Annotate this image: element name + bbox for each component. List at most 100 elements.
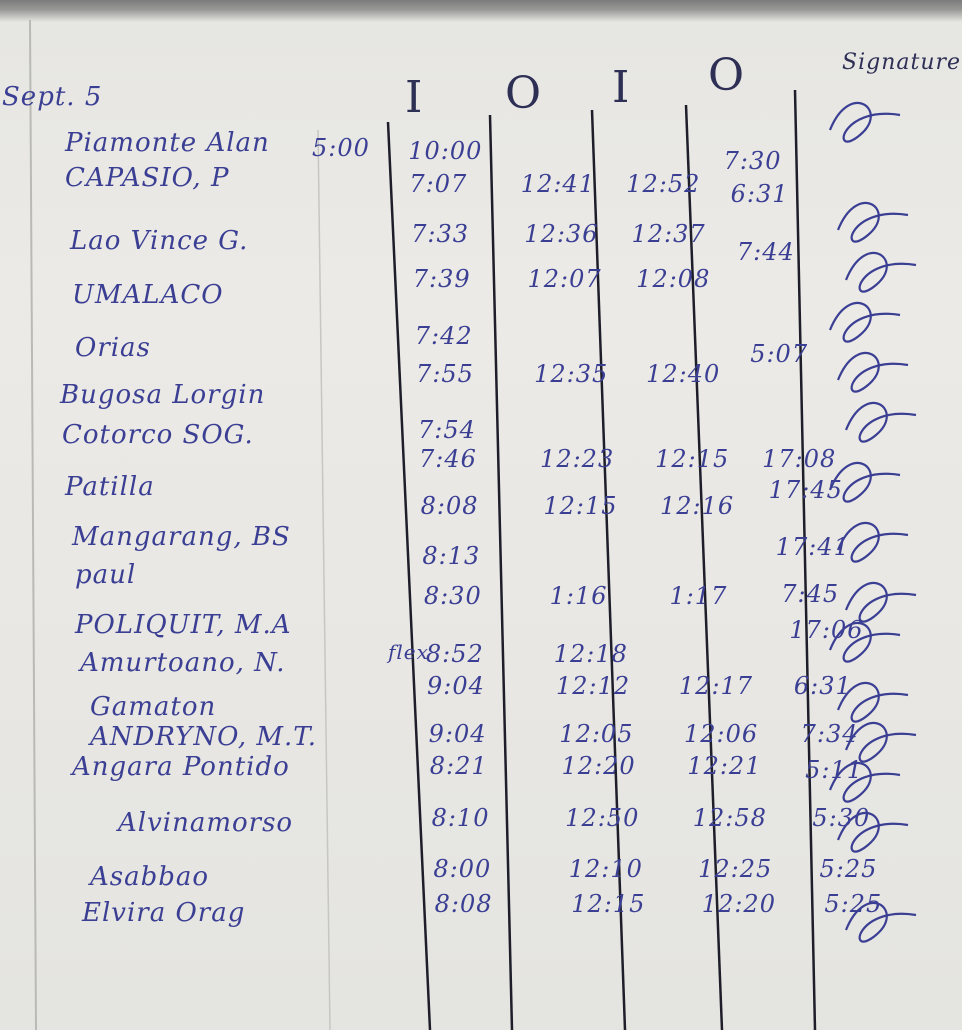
time-in1: 9:04 [428, 720, 487, 748]
note-early: 5:00 [312, 134, 370, 162]
time-out2: 7:30 [723, 147, 782, 175]
time-in1: 7:07 [409, 170, 468, 198]
column-rule [793, 89, 817, 1030]
time-in2: 1:17 [669, 582, 728, 610]
time-in2: 12:08 [636, 265, 711, 293]
signature-mark [828, 301, 901, 343]
column-rule [590, 109, 627, 1030]
signature-mark [836, 811, 909, 853]
header-time-out-1: O [505, 68, 543, 119]
time-in1: 7:39 [412, 265, 471, 293]
time-in2: 12:20 [701, 890, 776, 918]
signature-mark [828, 461, 901, 503]
attendee-name: POLIQUIT, M.A [75, 610, 292, 640]
time-out1: 12:23 [540, 445, 615, 473]
time-in1: 9:04 [426, 672, 485, 700]
time-in2: 12:52 [626, 170, 701, 198]
attendee-name: Piamonte Alan [65, 128, 270, 158]
time-out2: 5:11 [805, 756, 863, 784]
time-in1: 8:08 [420, 492, 479, 520]
attendee-name: paul [75, 560, 137, 590]
attendee-name: Asabbao [90, 862, 210, 892]
attendee-name: Alvinamorso [118, 808, 294, 838]
time-out2: 5:07 [750, 340, 809, 368]
time-in1: 7:46 [419, 445, 477, 473]
attendee-name: Elvira Orag [82, 898, 246, 928]
time-in2: 12:17 [678, 672, 754, 700]
header-time-in-2: I [612, 62, 631, 113]
attendee-name: ANDRYNO, M.T. [90, 722, 318, 752]
time-in1: 8:21 [429, 752, 488, 780]
time-out1: 12:05 [559, 720, 634, 748]
time-in1: 8:52 [425, 640, 484, 668]
time-out1: 1:16 [549, 582, 608, 610]
time-in1: 10:00 [408, 137, 483, 165]
time-out2: 7:44 [736, 238, 795, 266]
time-out2: 17:06 [789, 616, 864, 644]
time-in2: 12:40 [646, 360, 721, 388]
time-out1: 12:07 [527, 265, 602, 293]
time-out2: 5:25 [824, 890, 883, 918]
header-time-out-2: O [708, 50, 746, 101]
attendee-name: Patilla [65, 472, 155, 502]
header-signature: Signature [842, 50, 962, 75]
note-flex: flex [388, 640, 429, 664]
time-in2: 12:58 [692, 804, 767, 832]
column-rule [386, 121, 432, 1030]
time-in1: 7:55 [416, 360, 474, 388]
time-out1: 12:36 [524, 220, 599, 248]
attendee-name: Bugosa Lorgin [60, 380, 266, 410]
time-in1: 7:54 [418, 416, 476, 444]
attendee-name: Mangarang, BS [72, 522, 291, 552]
time-out1: 12:15 [571, 890, 646, 918]
time-in1: 8:00 [433, 855, 492, 883]
signature-mark [844, 251, 917, 293]
time-out1: 12:50 [565, 804, 640, 832]
time-out1: 12:35 [534, 360, 609, 388]
time-out2: 17:08 [762, 445, 837, 473]
signature-mark [828, 101, 901, 143]
time-out1: 12:41 [520, 170, 595, 198]
time-out2: 5:25 [819, 855, 878, 883]
time-in1: 8:13 [422, 542, 481, 570]
signature-mark [836, 521, 909, 563]
time-out2: 5:30 [812, 804, 871, 832]
time-in1: 7:33 [411, 220, 470, 248]
attendee-name: UMALACO [72, 280, 224, 310]
time-out1: 12:12 [555, 672, 631, 700]
time-out1: 12:10 [568, 855, 643, 883]
signature-mark [836, 351, 909, 393]
attendee-name: Orias [75, 333, 151, 363]
time-out1: 12:18 [553, 640, 628, 668]
header-time-in-1: I [405, 72, 424, 123]
signature-mark [844, 721, 917, 763]
time-out1: 12:15 [543, 492, 618, 520]
time-in2: 12:16 [660, 492, 735, 520]
signature-mark [828, 761, 901, 803]
attendee-name: Cotorco SOG. [62, 420, 254, 450]
margin-line [29, 19, 37, 1030]
time-out2: 17:41 [775, 533, 850, 561]
attendee-name: Amurtoano, N. [80, 648, 286, 678]
column-rule [488, 114, 514, 1030]
attendee-name: Gamaton [90, 692, 217, 722]
time-in2: 12:06 [683, 720, 759, 748]
time-out1: 12:20 [561, 752, 636, 780]
signature-mark [844, 401, 917, 443]
time-out2: 7:34 [800, 720, 859, 748]
time-out2: 6:31 [730, 180, 789, 208]
attendee-name: CAPASIO, P [65, 163, 230, 193]
faint-rule [317, 129, 331, 1030]
attendee-name: Lao Vince G. [70, 226, 249, 256]
signature-mark [836, 201, 909, 243]
signature-mark [844, 901, 917, 943]
time-in1: 7:42 [414, 322, 473, 350]
time-in2: 12:25 [698, 855, 773, 883]
log-date: Sept. 5 [2, 82, 103, 112]
time-out2: 7:45 [781, 580, 840, 608]
column-rule [684, 104, 724, 1030]
time-in2: 12:15 [655, 445, 730, 473]
time-in1: 8:30 [423, 582, 482, 610]
